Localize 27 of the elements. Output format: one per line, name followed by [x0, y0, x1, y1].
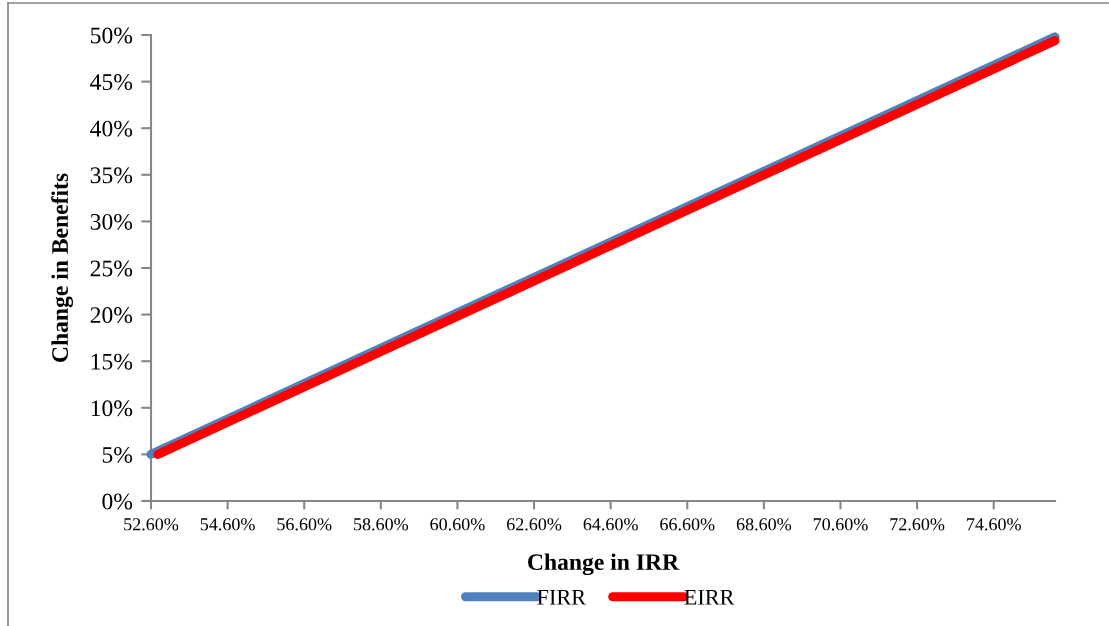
y-tick-label: 20% — [90, 307, 133, 324]
y-tick-label: 0% — [102, 493, 133, 510]
x-tick-label: 64.60% — [583, 518, 638, 531]
y-tick-label: 10% — [91, 400, 133, 417]
x-tick-label: 54.60% — [200, 518, 255, 531]
legend-label: EIRR — [684, 589, 735, 605]
x-tick-label: 74.60% — [967, 518, 1021, 531]
x-tick-label: 56.60% — [277, 518, 332, 531]
x-tick-label: 60.60% — [430, 518, 485, 531]
y-tick-label: 35% — [90, 167, 133, 184]
y-tick-label: 25% — [90, 260, 133, 277]
y-tick-label: 5% — [102, 446, 133, 463]
x-tick-label: 58.60% — [354, 518, 409, 531]
y-tick-label: 40% — [90, 120, 133, 137]
x-tick-label: 52.60% — [124, 518, 179, 531]
x-tick-label: 72.60% — [890, 518, 945, 531]
y-tick-label: 15% — [91, 353, 133, 370]
x-tick-label: 68.60% — [736, 518, 792, 531]
x-tick-label: 70.60% — [813, 518, 868, 531]
y-tick-label: 45% — [90, 74, 133, 91]
y-tick-label: 30% — [90, 213, 133, 230]
legend-label: FIRR — [537, 589, 586, 605]
x-axis-title: Change in IRR — [528, 553, 680, 576]
x-tick-label: 62.60% — [506, 518, 562, 531]
y-tick-label: 50% — [91, 27, 133, 44]
y-axis-title: Change in Benefits — [51, 173, 73, 362]
x-tick-label: 66.60% — [660, 518, 715, 531]
